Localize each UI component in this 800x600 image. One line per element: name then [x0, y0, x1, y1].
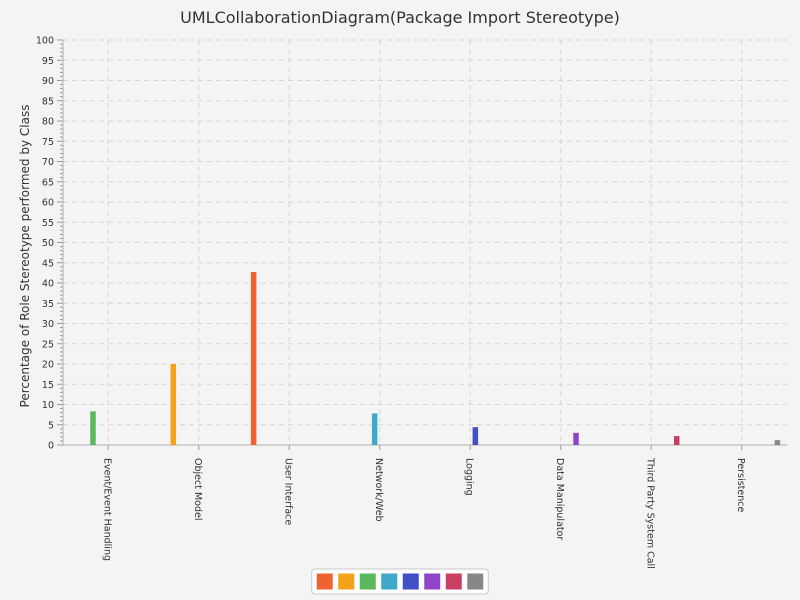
- y-tick-label: 95: [42, 56, 54, 67]
- y-tick-label: 40: [42, 279, 54, 290]
- y-tick-label: 50: [42, 238, 54, 249]
- y-tick-label: 90: [42, 76, 54, 87]
- category-label: Event/Event Handling: [101, 458, 112, 561]
- legend-swatch: [338, 573, 355, 590]
- y-tick-label: 85: [42, 96, 54, 107]
- chart-title: UMLCollaborationDiagram(Package Import S…: [180, 8, 620, 27]
- category-label: Third Party System Call: [644, 457, 655, 569]
- category-label: User Interface: [282, 458, 293, 525]
- legend-swatch: [359, 573, 376, 590]
- category-label: Network/Web: [373, 458, 384, 522]
- y-tick-label: 55: [42, 218, 54, 229]
- y-tick-label: 20: [42, 360, 54, 371]
- category-label: Object Model: [192, 458, 203, 520]
- y-tick-label: 0: [48, 441, 54, 452]
- legend-swatch: [316, 573, 333, 590]
- bar: [170, 364, 177, 445]
- bar: [673, 436, 680, 445]
- bar: [774, 440, 781, 445]
- y-tick-label: 30: [42, 319, 54, 330]
- bars: [90, 272, 781, 445]
- bar: [90, 411, 96, 445]
- legend-swatch: [424, 573, 441, 590]
- y-tick-label: 10: [42, 400, 54, 411]
- legend-swatch: [402, 573, 419, 590]
- grid: [63, 39, 787, 445]
- axes: 0 5 10 15 20 25 30 35 40 45 50 55 60 65 70 75 80 85 90 95 10…: [36, 36, 787, 452]
- y-tick-label: 5: [48, 420, 54, 431]
- legend: [311, 568, 489, 595]
- y-tick-label: 25: [42, 339, 54, 350]
- y-tick-label: 60: [42, 198, 54, 209]
- category-label: Persistence: [735, 458, 746, 512]
- y-tick-label: 80: [42, 117, 54, 128]
- bar: [472, 427, 479, 445]
- y-tick-label: 15: [42, 380, 54, 391]
- y-tick-label: 70: [42, 157, 54, 168]
- category-label: Logging: [463, 458, 474, 496]
- bar: [250, 272, 257, 445]
- y-tick-label: 100: [36, 36, 54, 47]
- category-labels: Event/Event Handling Object Model User Int…: [101, 457, 746, 569]
- y-tick-label: 65: [42, 177, 54, 188]
- y-axis-label: Percentage of Role Stereotype performed …: [18, 105, 32, 408]
- legend-box: [311, 568, 489, 595]
- category-label: Data Manipulator: [554, 458, 565, 540]
- y-tick-label: 45: [42, 258, 54, 269]
- bar: [573, 432, 579, 445]
- y-tick-label: 35: [42, 299, 54, 310]
- bar: [371, 413, 378, 445]
- legend-swatch: [445, 573, 462, 590]
- y-tick-label: 75: [42, 137, 54, 148]
- legend-swatch: [467, 573, 484, 590]
- legend-swatch: [381, 573, 398, 590]
